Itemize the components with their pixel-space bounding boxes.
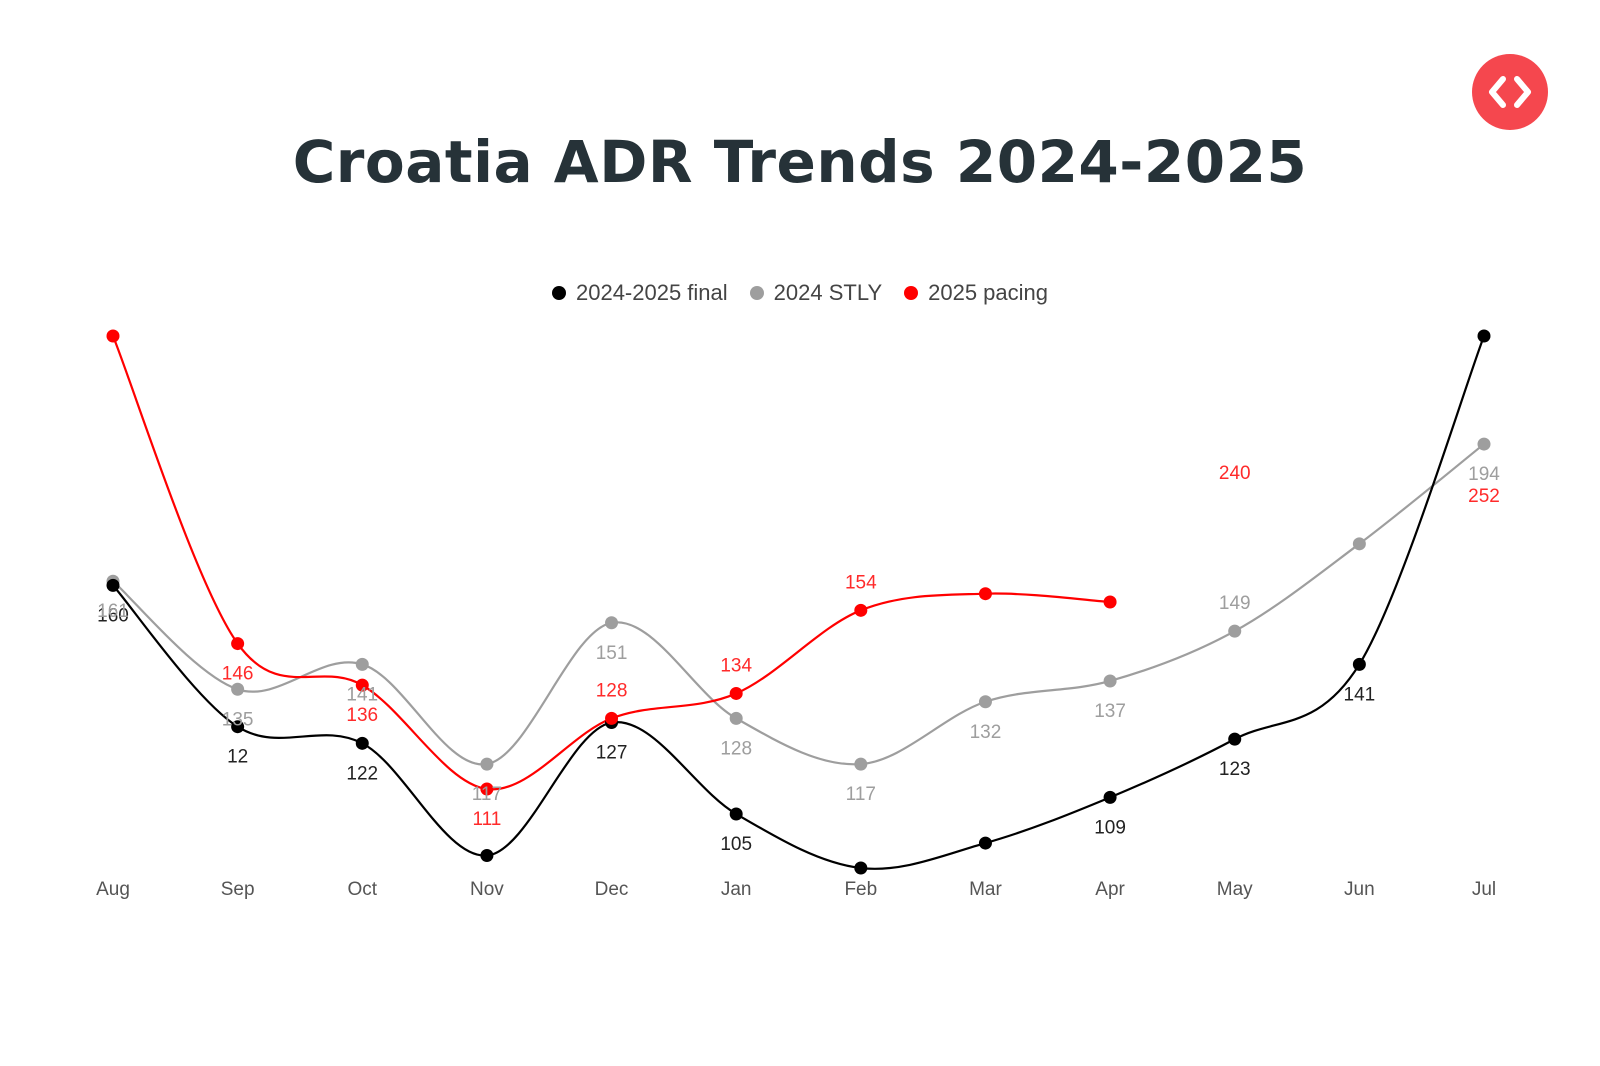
legend-item-stly[interactable]: 2024 STLY: [749, 280, 883, 306]
legend-label-final: 2024-2025 final: [575, 280, 728, 305]
data-label-pacing-may: 240: [1219, 463, 1251, 484]
data-point-stly-jul[interactable]: [1477, 437, 1491, 451]
data-point-pacing-jan[interactable]: [729, 686, 743, 700]
data-label-pacing-feb: 154: [845, 572, 877, 593]
x-tick-sep: Sep: [221, 879, 255, 900]
x-tick-dec: Dec: [595, 879, 629, 900]
data-point-stly-jan[interactable]: [729, 711, 743, 725]
data-label-pacing-jul: 252: [1468, 486, 1500, 507]
data-point-final-nov[interactable]: [480, 849, 494, 863]
data-point-pacing-sep[interactable]: [231, 637, 245, 651]
x-tick-oct: Oct: [347, 879, 377, 900]
data-point-pacing-oct[interactable]: [355, 678, 369, 692]
data-point-pacing-apr[interactable]: [1103, 595, 1117, 609]
data-point-final-aug[interactable]: [106, 578, 120, 592]
data-point-stly-dec[interactable]: [605, 616, 619, 630]
data-point-stly-may[interactable]: [1228, 624, 1242, 638]
data-label-stly-apr: 137: [1094, 701, 1126, 722]
x-tick-nov: Nov: [470, 879, 504, 900]
data-point-final-jul[interactable]: [1477, 329, 1491, 343]
x-tick-apr: Apr: [1095, 879, 1125, 900]
x-tick-jul: Jul: [1472, 879, 1496, 900]
chart-legend: 2024-2025 final 2024 STLY 2025 pacing: [0, 280, 1600, 306]
data-label-final-may: 123: [1219, 759, 1251, 780]
data-point-stly-sep[interactable]: [231, 682, 245, 696]
data-label-final-sep: 12: [227, 747, 248, 768]
data-label-stly-dec: 151: [596, 643, 628, 664]
series-line-stly: [112, 443, 1485, 766]
data-label-stly-jul: 194: [1468, 464, 1500, 485]
data-point-final-oct[interactable]: [355, 736, 369, 750]
data-point-final-mar[interactable]: [978, 836, 992, 850]
data-label-final-dec: 127: [596, 743, 628, 764]
data-point-stly-mar[interactable]: [978, 695, 992, 709]
data-label-final-aug: 160: [97, 605, 129, 626]
data-point-final-may[interactable]: [1228, 732, 1242, 746]
data-label-pacing-jan: 134: [720, 655, 752, 676]
data-point-stly-apr[interactable]: [1103, 674, 1117, 688]
legend-dot-stly: [749, 286, 764, 300]
code-brackets-icon: [1489, 76, 1531, 108]
data-label-stly-nov: 117: [472, 784, 502, 805]
data-point-stly-jun[interactable]: [1352, 537, 1366, 551]
data-point-pacing-nov[interactable]: [480, 782, 494, 796]
data-label-stly-aug: 161: [97, 601, 129, 622]
data-point-final-apr[interactable]: [1103, 790, 1117, 804]
legend-dot-final: [551, 286, 566, 300]
data-label-stly-mar: 132: [970, 722, 1002, 743]
data-label-stly-jan: 128: [720, 738, 752, 759]
legend-label-stly: 2024 STLY: [773, 280, 883, 305]
data-label-pacing-nov: 111: [472, 809, 501, 830]
legend-label-pacing: 2025 pacing: [928, 280, 1049, 305]
legend-item-pacing[interactable]: 2025 pacing: [904, 280, 1048, 306]
data-point-final-jan[interactable]: [729, 807, 743, 821]
x-tick-feb: Feb: [844, 879, 877, 900]
data-point-final-feb[interactable]: [854, 861, 868, 875]
legend-dot-pacing: [904, 286, 919, 300]
data-label-stly-may: 149: [1219, 593, 1251, 614]
data-point-stly-nov[interactable]: [480, 757, 494, 771]
data-label-stly-sep: 135: [222, 709, 254, 730]
x-tick-jun: Jun: [1344, 879, 1375, 900]
series-line-final: [112, 336, 1486, 870]
data-point-stly-feb[interactable]: [854, 757, 868, 771]
data-point-pacing-mar[interactable]: [978, 587, 992, 601]
legend-item-final[interactable]: 2024-2025 final: [551, 280, 728, 306]
x-tick-aug: Aug: [96, 879, 130, 900]
data-label-pacing-dec: 128: [596, 680, 628, 701]
data-label-final-apr: 109: [1094, 817, 1126, 838]
data-label-final-jun: 141: [1344, 684, 1376, 705]
data-point-pacing-feb[interactable]: [854, 603, 868, 617]
x-tick-mar: Mar: [969, 879, 1002, 900]
data-label-final-oct: 122: [346, 763, 378, 784]
data-label-pacing-oct: 136: [346, 705, 378, 726]
data-label-stly-oct: 141: [346, 684, 378, 705]
chart-title: Croatia ADR Trends 2024-2025: [292, 128, 1308, 196]
data-point-stly-oct[interactable]: [355, 657, 369, 671]
x-tick-may: May: [1217, 879, 1253, 900]
data-point-final-jun[interactable]: [1352, 657, 1366, 671]
x-tick-jan: Jan: [721, 879, 752, 900]
data-label-pacing-sep: 146: [222, 664, 254, 685]
data-label-final-jan: 105: [720, 834, 752, 855]
data-point-final-sep[interactable]: [231, 720, 245, 734]
data-label-stly-feb: 117: [846, 784, 876, 805]
data-point-pacing-aug[interactable]: [106, 329, 120, 343]
brand-logo: [1472, 54, 1548, 130]
data-point-pacing-dec[interactable]: [605, 711, 619, 725]
